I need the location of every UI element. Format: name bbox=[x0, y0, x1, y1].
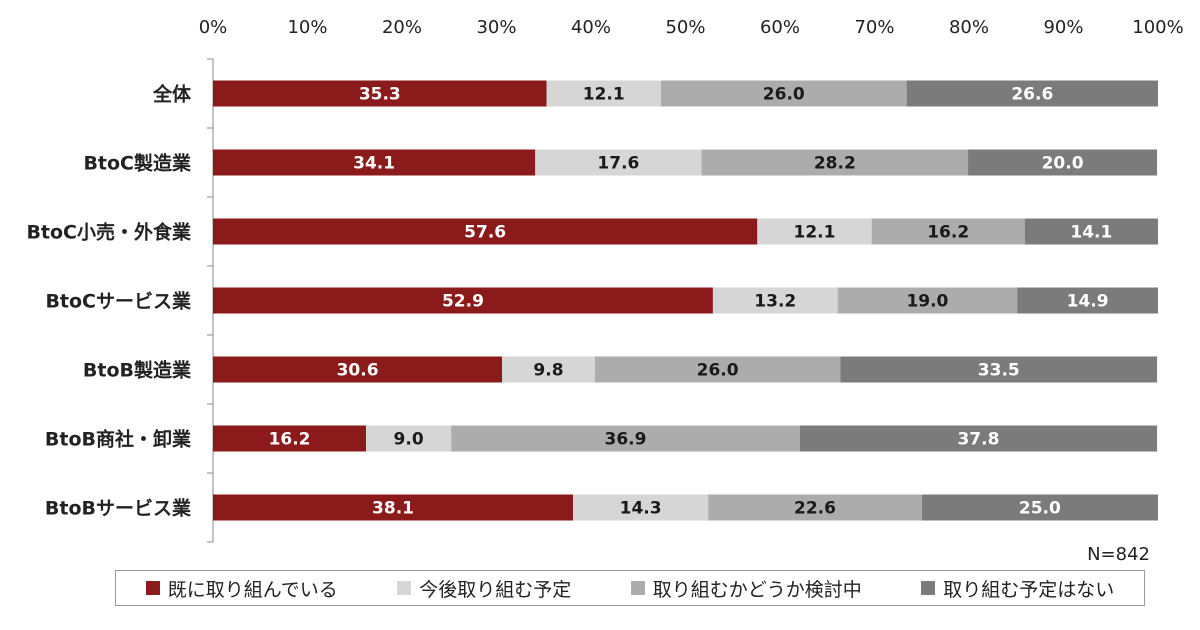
bar-segment bbox=[213, 218, 758, 245]
bar-segment bbox=[1017, 287, 1158, 314]
bar-segment bbox=[708, 494, 922, 521]
bar-segment bbox=[594, 356, 841, 383]
x-tick-label: 100% bbox=[1132, 17, 1183, 38]
bar-segment bbox=[757, 218, 872, 245]
data-label: 25.0 bbox=[1019, 499, 1061, 519]
legend-label: 今後取り組む予定 bbox=[419, 578, 572, 601]
bars: 35.3 12.1 26.0 26.6 34.1 17.6 28.2 20.0 57.6 12.1… bbox=[213, 80, 1158, 521]
legend-swatch bbox=[630, 581, 645, 595]
bar-segment bbox=[701, 149, 969, 176]
bar-segment bbox=[213, 287, 713, 314]
legend: 既に取り組んでいる 今後取り組む予定 取り組むかどうか検討中 取り組む予定はない bbox=[115, 570, 1145, 606]
bar-segment bbox=[546, 80, 661, 107]
bar-segment bbox=[1024, 218, 1158, 245]
data-label: 16.2 bbox=[927, 223, 969, 243]
data-label: 12.1 bbox=[794, 223, 836, 243]
data-label: 13.2 bbox=[754, 292, 796, 312]
data-label: 26.0 bbox=[763, 85, 805, 105]
bar-segment bbox=[213, 494, 574, 521]
data-label: 14.1 bbox=[1070, 223, 1112, 243]
x-tick-label: 20% bbox=[382, 17, 422, 38]
bar-segment bbox=[837, 287, 1018, 314]
x-tick-label: 10% bbox=[287, 17, 327, 38]
data-label: 35.3 bbox=[359, 85, 401, 105]
data-label: 28.2 bbox=[814, 154, 856, 174]
x-tick-label: 30% bbox=[476, 17, 516, 38]
data-label: 33.5 bbox=[978, 361, 1020, 381]
bar-segment bbox=[213, 356, 503, 383]
legend-item: 取り組む予定はない bbox=[921, 575, 1114, 602]
legend-label: 既に取り組んでいる bbox=[167, 578, 338, 601]
x-tick-label: 50% bbox=[665, 17, 705, 38]
category-label: BtoB商社・卸業 bbox=[45, 428, 192, 451]
data-label: 38.1 bbox=[372, 499, 414, 519]
legend-label: 取り組む予定はない bbox=[943, 578, 1115, 601]
legend-item: 取り組むかどうか検討中 bbox=[630, 575, 862, 602]
category-label: 全体 bbox=[152, 83, 192, 106]
data-label: 16.2 bbox=[269, 430, 311, 450]
data-label: 14.3 bbox=[620, 499, 662, 519]
bar-segment bbox=[906, 80, 1158, 107]
bar-segment bbox=[840, 356, 1158, 383]
data-label: 20.0 bbox=[1042, 154, 1084, 174]
bar-segment bbox=[502, 356, 595, 383]
data-label: 37.8 bbox=[957, 430, 999, 450]
category-label: BtoCサービス業 bbox=[45, 290, 192, 313]
category-label: BtoBサービス業 bbox=[45, 497, 192, 520]
category-label: BtoC小売・外食業 bbox=[26, 221, 192, 244]
x-tick-label: 60% bbox=[760, 17, 800, 38]
x-tick-label: 70% bbox=[854, 17, 894, 38]
x-tick-label: 80% bbox=[949, 17, 989, 38]
bar-segment bbox=[213, 149, 536, 176]
x-tick-label: 40% bbox=[571, 17, 611, 38]
legend-swatch bbox=[921, 581, 936, 595]
data-label: 9.0 bbox=[394, 430, 424, 450]
legend-swatch bbox=[145, 581, 160, 595]
data-label: 26.0 bbox=[697, 361, 739, 381]
bar-segment bbox=[660, 80, 907, 107]
x-tick-label: 90% bbox=[1043, 17, 1083, 38]
data-label: 26.6 bbox=[1011, 85, 1053, 105]
bar-segment bbox=[573, 494, 709, 521]
data-label: 52.9 bbox=[442, 292, 484, 312]
y-axis: 全体 BtoC製造業 BtoC小売・外食業 BtoCサービス業 BtoB製造業 BtoB商… bbox=[26, 58, 214, 543]
bar-segment bbox=[535, 149, 702, 176]
data-label: 57.6 bbox=[464, 223, 506, 243]
legend-swatch bbox=[397, 581, 412, 595]
legend-label: 取り組むかどうか検討中 bbox=[652, 578, 862, 601]
bar-segment bbox=[871, 218, 1025, 245]
bar-segment bbox=[921, 494, 1158, 521]
data-label: 30.6 bbox=[337, 361, 379, 381]
bar-segment bbox=[213, 425, 367, 452]
data-label: 14.9 bbox=[1067, 292, 1109, 312]
legend-item: 既に取り組んでいる bbox=[145, 575, 338, 602]
data-label: 19.0 bbox=[906, 292, 948, 312]
bar-segment bbox=[799, 425, 1158, 452]
data-label: 22.6 bbox=[794, 499, 836, 519]
bar-segment bbox=[968, 149, 1158, 176]
sample-size-note: N=842 bbox=[1087, 544, 1150, 565]
category-label: BtoC製造業 bbox=[83, 152, 192, 175]
data-label: 12.1 bbox=[583, 85, 625, 105]
bar-segment bbox=[451, 425, 800, 452]
legend-item: 今後取り組む予定 bbox=[397, 575, 571, 602]
data-label: 34.1 bbox=[353, 154, 395, 174]
category-label: BtoB製造業 bbox=[83, 359, 192, 382]
data-label: 17.6 bbox=[597, 154, 639, 174]
x-axis-ticks: 0% 10% 20% 30% 40% 50% 60% 70% 80% 90% 100% bbox=[199, 17, 1184, 38]
bar-segment bbox=[366, 425, 452, 452]
bar-segment bbox=[712, 287, 838, 314]
data-label: 9.8 bbox=[533, 361, 563, 381]
data-label: 36.9 bbox=[605, 430, 647, 450]
x-tick-label: 0% bbox=[199, 17, 228, 38]
bar-segment bbox=[213, 80, 547, 107]
